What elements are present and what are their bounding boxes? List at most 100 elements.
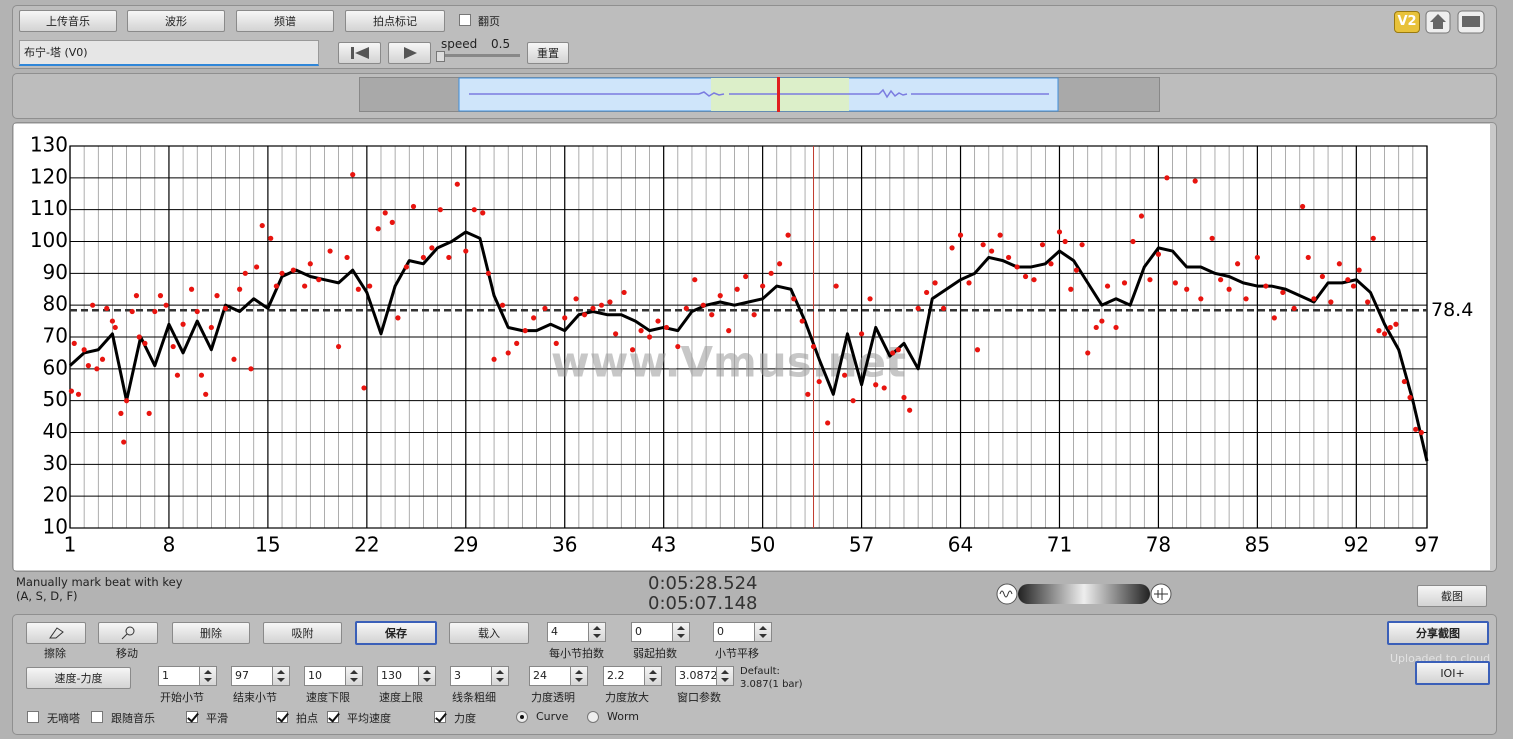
beat-point [99, 356, 106, 362]
delete-button[interactable]: 删除 [172, 622, 250, 644]
radio[interactable] [516, 711, 528, 723]
spinner-arrows[interactable] [199, 666, 217, 686]
beat-point [1300, 203, 1306, 210]
beat-point [491, 356, 497, 362]
spinner-label: 结束小节 [233, 691, 277, 704]
home-icon[interactable] [1425, 10, 1451, 34]
beat-point [1226, 286, 1232, 292]
spinner-arrows[interactable] [570, 666, 588, 686]
beat-point [208, 324, 214, 331]
save-button[interactable]: 保存 [355, 621, 437, 645]
spinner-arrows[interactable] [418, 666, 436, 686]
version-badge[interactable]: V2 [1394, 11, 1420, 33]
speed-slider[interactable] [440, 54, 520, 57]
spinner-arrows[interactable] [272, 666, 290, 686]
rewind-button[interactable] [338, 42, 381, 64]
beat-point [675, 343, 681, 350]
spinner-arrows[interactable] [754, 622, 772, 642]
beat-point [1172, 280, 1178, 286]
tempo-dynamics-button[interactable]: 速度-力度 [26, 667, 131, 689]
beat-point [751, 312, 757, 318]
checkbox[interactable] [27, 711, 39, 723]
spinner-arrows[interactable] [345, 666, 363, 686]
beat-point [980, 242, 986, 248]
beat-point [180, 321, 186, 327]
speed-thumb[interactable] [436, 51, 445, 62]
beat-point [768, 270, 774, 276]
spinner-arrows[interactable] [491, 666, 509, 686]
spinner-input[interactable]: 3 [450, 666, 494, 686]
x-tick-label: 57 [849, 533, 874, 557]
spinner-arrows[interactable] [644, 666, 662, 686]
beat-point [1263, 283, 1269, 289]
beat-point [471, 207, 477, 213]
spinner-input[interactable]: 0 [713, 622, 757, 642]
beat-point [146, 410, 152, 416]
spinner-input[interactable]: 130 [377, 666, 421, 686]
page-turn-checkbox[interactable] [459, 14, 471, 26]
overview-waveform[interactable] [359, 77, 1161, 113]
spinner-input[interactable]: 24 [529, 666, 573, 686]
beat-point [1243, 296, 1249, 302]
spinner-arrows[interactable] [716, 666, 734, 686]
share-button[interactable]: 分享截图 [1387, 621, 1489, 645]
upload-button[interactable]: 上传音乐 [19, 10, 117, 32]
beat-point [446, 254, 452, 261]
spinner-input[interactable]: 10 [304, 666, 348, 686]
beat-point [237, 286, 243, 292]
checkbox[interactable] [276, 711, 288, 723]
beat-point [646, 334, 653, 340]
x-tick-label: 97 [1414, 533, 1439, 557]
play-button[interactable] [388, 42, 431, 64]
spinner-arrows[interactable] [588, 622, 606, 642]
hint-keys: (A, S, D, F) [16, 589, 78, 603]
beat-point [613, 331, 619, 337]
spinner-input[interactable]: 97 [231, 666, 275, 686]
spinner-input[interactable]: 3.0872 [675, 666, 719, 686]
spectrum-button[interactable]: 频谱 [236, 10, 334, 32]
beat-point [273, 283, 279, 289]
screenshot-button[interactable]: 截图 [1417, 585, 1487, 607]
radio[interactable] [587, 711, 599, 723]
snap-button[interactable]: 吸附 [263, 622, 342, 644]
beat-point [109, 318, 116, 324]
checkbox[interactable] [327, 711, 339, 723]
checkbox[interactable] [186, 711, 198, 723]
beat-point [989, 248, 995, 254]
y-tick-label: 10 [43, 515, 68, 539]
screen-icon[interactable] [1457, 10, 1485, 34]
mean-label: 78.4 [1431, 299, 1473, 321]
spinner-input[interactable]: 2.2 [603, 666, 647, 686]
beat-point [514, 340, 520, 346]
beat-point [157, 293, 164, 299]
beat-point [355, 286, 361, 292]
move-label: 移动 [116, 647, 138, 660]
reset-button[interactable]: 重置 [527, 42, 569, 64]
spinner-label: 弱起拍数 [633, 647, 677, 660]
beat-mark-button[interactable]: 拍点标记 [345, 10, 445, 32]
tempo-chart[interactable]: 10 20 30 40 50 60 70 80 90 100 110 120 130 1 8 15 22 29 36… [14, 124, 1490, 570]
y-tick-label: 120 [30, 164, 68, 188]
waveform-button[interactable]: 波形 [127, 10, 225, 32]
beat-point [776, 261, 783, 267]
radio-label: Worm [607, 710, 640, 723]
checkbox[interactable] [434, 711, 446, 723]
erase-button[interactable] [26, 622, 86, 644]
spinner-arrows[interactable] [672, 622, 690, 642]
spinner-label: 窗口参数 [677, 691, 721, 704]
spinner-input[interactable]: 1 [158, 666, 202, 686]
load-button[interactable]: 载入 [449, 622, 529, 644]
track-field[interactable]: 布宁-塔 (V0) [19, 40, 319, 66]
spinner-input[interactable]: 4 [547, 622, 591, 642]
volume-control[interactable] [996, 582, 1172, 606]
beat-point [598, 302, 605, 308]
ioi-button[interactable]: IOI+ [1415, 661, 1490, 685]
y-tick-label: 100 [30, 228, 68, 252]
spinner-input[interactable]: 0 [631, 622, 675, 642]
beat-point [1336, 261, 1342, 267]
beat-point [581, 312, 588, 318]
move-button[interactable] [98, 622, 158, 644]
beat-point [133, 293, 140, 299]
beat-point [1062, 238, 1068, 245]
checkbox[interactable] [91, 711, 103, 723]
